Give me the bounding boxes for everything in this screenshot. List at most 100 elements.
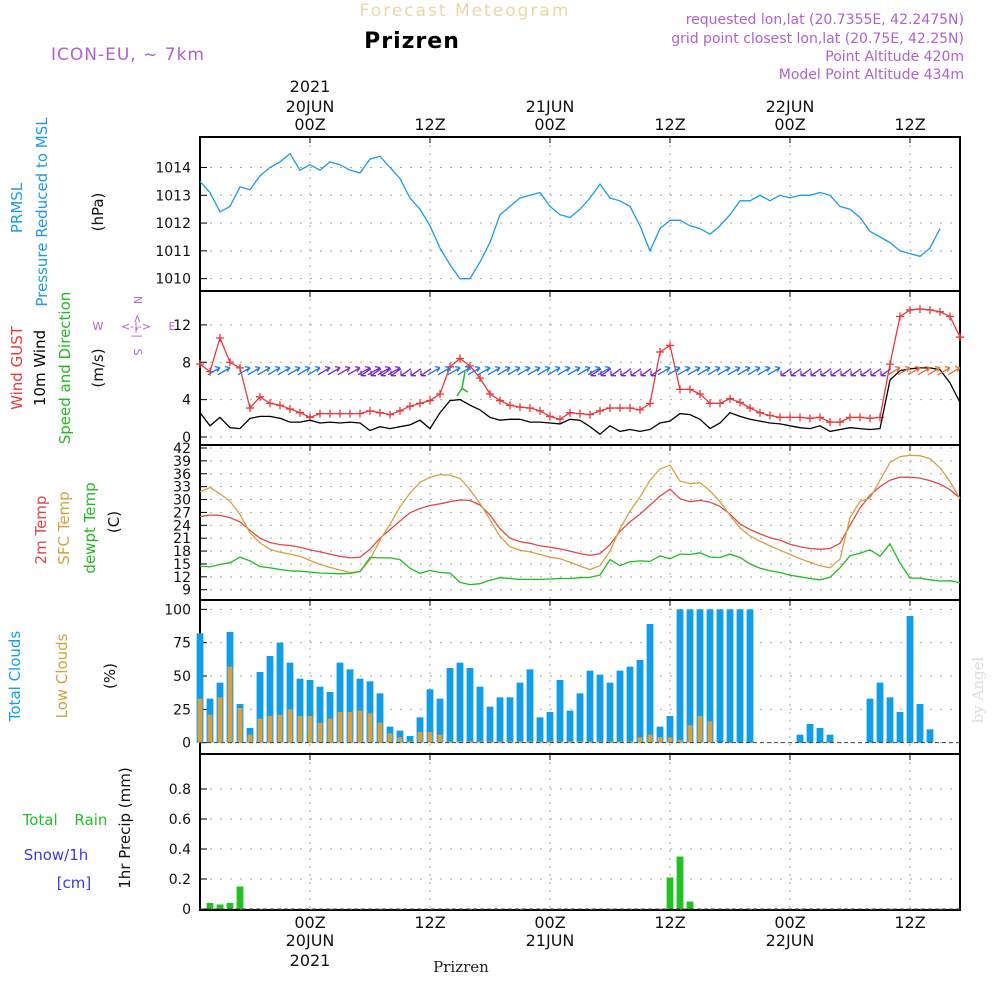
- wind-direction-arrow: [747, 366, 761, 376]
- top-axis-label: 22JUN: [766, 97, 815, 116]
- y-tick-label: 1011: [155, 244, 191, 260]
- wind-direction-arrow: [390, 368, 402, 377]
- clouds-unit-label: (%): [101, 663, 119, 689]
- bar-total-clouds: [656, 726, 664, 743]
- bar-low-clouds: [197, 698, 203, 743]
- wind-side-label-speed: 10m Wind: [31, 330, 49, 406]
- bar-low-clouds: [657, 737, 663, 743]
- bottom-axis-label: 21JUN: [526, 931, 575, 950]
- wind-direction-arrow: [287, 366, 301, 376]
- gust-marker: [836, 418, 844, 427]
- bar-low-clouds: [647, 734, 653, 743]
- bar-total-clouds: [326, 692, 334, 743]
- bar-low-clouds: [327, 718, 333, 743]
- wind-direction-arrow: [517, 366, 531, 376]
- bar-total-clouds: [266, 656, 274, 743]
- bar-low-clouds: [387, 733, 393, 743]
- bar-low-clouds: [507, 741, 513, 743]
- bar-low-clouds: [577, 741, 583, 743]
- bar-low-clouds: [417, 732, 423, 743]
- gust-marker: [606, 404, 614, 413]
- y-tick-label: 1013: [155, 188, 191, 204]
- y-tick-label: 100: [164, 602, 191, 618]
- wind-direction-arrow: [567, 366, 581, 376]
- y-tick-label: 12: [173, 570, 191, 586]
- bar-total-clouds: [816, 728, 824, 743]
- wind-direction-arrow: [907, 366, 921, 376]
- gust-marker: [256, 392, 264, 401]
- precip-side-label-snow: Snow/1h: [24, 846, 89, 864]
- gust-marker: [516, 403, 524, 412]
- wind-direction-arrow: [257, 366, 271, 376]
- wind-direction-arrow: [727, 366, 741, 376]
- wind-direction-arrow: [840, 368, 852, 377]
- gust-marker: [766, 411, 774, 420]
- y-tick-label: 25: [173, 702, 191, 718]
- panels: 1010 1011 1012 1013 1014 0 4 8 12 N < - | S W <-|-> E 9…: [6, 117, 964, 918]
- bar-total-clouds: [586, 670, 594, 743]
- temp-unit-label: (C): [105, 511, 123, 533]
- bar-total-clouds: [456, 662, 464, 743]
- wind-direction-arrow: [687, 366, 701, 376]
- wind-direction-arrow: [887, 366, 901, 376]
- bar-total-clouds: [346, 669, 354, 743]
- precip-unit-label: 1hr Precip (mm): [116, 767, 134, 888]
- clouds-side-label-total: Total Clouds: [6, 631, 24, 723]
- gust-marker: [296, 408, 304, 417]
- wind-direction-arrow: [677, 366, 691, 376]
- bar-low-clouds: [277, 714, 283, 743]
- bar-total-clouds: [876, 682, 884, 743]
- pressure-panel: 1010 1011 1012 1013 1014: [155, 136, 961, 292]
- bar-total-clouds: [866, 698, 874, 743]
- bar-low-clouds: [217, 697, 223, 743]
- gust-marker: [676, 385, 684, 394]
- pressure-unit-label: (hPa): [89, 193, 107, 232]
- bar-total-clouds: [906, 616, 914, 743]
- wind-direction-arrow: [507, 366, 521, 376]
- compass-north: N: [131, 296, 144, 304]
- gust-marker: [576, 409, 584, 418]
- gust-marker: [686, 385, 694, 394]
- wind-direction-arrow: [707, 366, 721, 376]
- bar-total-clouds: [686, 609, 694, 743]
- gust-marker: [246, 404, 254, 413]
- bar-total-clouds: [746, 609, 754, 743]
- wind-direction-arrow: [917, 366, 931, 376]
- y-tick-label: 0.4: [169, 842, 191, 858]
- pressure-side-label-1: PRMSL: [8, 182, 26, 233]
- bar-low-clouds: [457, 741, 463, 743]
- y-tick-label: 0.6: [169, 812, 191, 828]
- y-tick-label: 39: [173, 454, 191, 470]
- y-tick-label: 36: [173, 467, 191, 483]
- wind-direction-arrow: [327, 366, 341, 376]
- y-tick-label: 0: [182, 902, 191, 918]
- wind-direction-arrow: [347, 366, 361, 376]
- top-axis-label: 21JUN: [526, 97, 575, 116]
- gust-marker: [236, 363, 244, 372]
- gust-marker: [316, 409, 324, 418]
- gust-marker: [616, 404, 624, 413]
- bar-total-clouds: [566, 710, 574, 743]
- gust-marker: [666, 341, 674, 350]
- gust-marker: [426, 396, 434, 405]
- series-line-2m-temp: [199, 476, 961, 559]
- gust-marker: [706, 399, 714, 408]
- gust-marker: [946, 312, 954, 321]
- bar-low-clouds: [617, 741, 623, 743]
- gust-marker: [376, 408, 384, 417]
- bar-total-clouds: [366, 681, 374, 743]
- wind-direction-arrow: [307, 366, 321, 376]
- bar-low-clouds: [207, 714, 213, 743]
- wind-direction-arrow: [717, 366, 731, 376]
- bar-low-clouds: [537, 741, 543, 743]
- bar-total-rain: [216, 904, 224, 909]
- bar-low-clouds: [587, 741, 593, 743]
- bar-total-clouds: [676, 609, 684, 743]
- bar-total-clouds: [916, 704, 924, 743]
- wind-direction-arrow: [400, 368, 412, 377]
- top-axis-label: 00Z: [534, 115, 565, 134]
- bottom-axis-label: 00Z: [534, 913, 565, 932]
- bar-low-clouds: [377, 722, 383, 743]
- gust-marker: [716, 399, 724, 408]
- compass-east: E: [169, 320, 176, 333]
